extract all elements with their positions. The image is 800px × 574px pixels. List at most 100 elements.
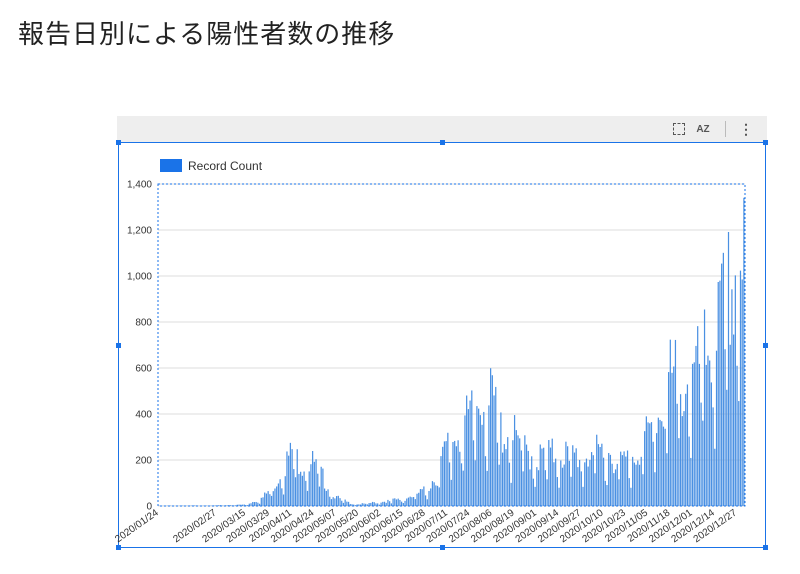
bar [642, 474, 644, 506]
bar [313, 461, 315, 506]
bar [402, 503, 404, 506]
bar [399, 499, 401, 506]
bar [486, 470, 488, 506]
bar [606, 485, 608, 506]
bar [549, 447, 552, 506]
bar [378, 504, 380, 506]
bar [454, 440, 456, 506]
bar [650, 422, 653, 506]
bar [368, 503, 370, 506]
bar [483, 411, 485, 506]
bar [690, 457, 692, 506]
bar [512, 440, 514, 506]
bar [416, 493, 418, 506]
bar [294, 477, 297, 506]
bar [288, 455, 290, 506]
bar [217, 505, 220, 506]
bar [722, 252, 724, 506]
bar [702, 420, 704, 506]
bar [252, 501, 254, 506]
bar [375, 503, 377, 506]
bar [394, 498, 396, 506]
bar [649, 423, 651, 506]
bar [318, 486, 321, 506]
resize-handle-bm[interactable] [440, 545, 445, 550]
resize-handle-bl[interactable] [116, 545, 121, 550]
bar [332, 497, 334, 506]
resize-handle-ml[interactable] [116, 343, 121, 348]
bar [681, 416, 683, 506]
bar [320, 466, 322, 506]
more-vert-icon[interactable]: ⋮ [739, 120, 753, 137]
bar [674, 339, 677, 506]
y-axis: 0 200 400 600 800 1,000 1,200 1,400 [127, 180, 152, 513]
bar [455, 446, 458, 506]
bar [529, 469, 531, 506]
bar [365, 503, 367, 506]
bar [525, 444, 528, 506]
bar [406, 498, 408, 506]
bar [306, 490, 309, 506]
bar [582, 486, 584, 506]
bar [592, 455, 594, 506]
bar [524, 435, 526, 506]
bar [580, 471, 582, 506]
bar [310, 464, 312, 506]
select-area-icon[interactable] [673, 123, 685, 135]
bar [666, 453, 668, 506]
bar [440, 456, 442, 506]
bar [611, 463, 613, 506]
bar [679, 394, 682, 506]
bar [361, 503, 363, 506]
resize-handle-br[interactable] [763, 545, 768, 550]
bar [490, 368, 492, 506]
bar [255, 501, 257, 506]
bar [443, 441, 446, 506]
resize-handle-mr[interactable] [763, 343, 768, 348]
bar [472, 440, 475, 506]
bar [363, 503, 365, 506]
bar [277, 483, 280, 506]
bar [685, 393, 687, 506]
bar [616, 463, 618, 506]
bar [731, 289, 733, 506]
bar [544, 470, 546, 506]
bar [371, 501, 374, 506]
resize-handle-tm[interactable] [440, 140, 445, 145]
bar [709, 360, 711, 506]
bar [423, 486, 425, 506]
bar [301, 475, 303, 506]
bar [618, 479, 620, 506]
bar [339, 498, 341, 506]
bar [418, 492, 420, 506]
resize-handle-tr[interactable] [763, 140, 768, 145]
bar [466, 395, 468, 506]
bar [488, 405, 490, 506]
bar [695, 345, 697, 506]
bar [527, 450, 529, 506]
chart-toolbar: AZ ⋮ [117, 116, 767, 142]
bar [537, 470, 540, 506]
bar [356, 504, 358, 506]
bar [246, 505, 249, 506]
bar [347, 501, 350, 506]
bar [330, 499, 333, 506]
bar [390, 503, 392, 506]
sort-az-icon[interactable]: AZ [696, 123, 710, 135]
bar [645, 416, 647, 506]
y-tick-label: 400 [135, 410, 152, 421]
bar [303, 471, 305, 506]
bar [327, 489, 329, 506]
bar [621, 455, 624, 506]
bar [279, 479, 281, 506]
bar [359, 504, 362, 506]
bar [739, 270, 742, 506]
bar [741, 279, 743, 506]
bar [460, 463, 463, 506]
bar [484, 456, 487, 506]
bar [705, 364, 707, 506]
bar [397, 498, 399, 506]
resize-handle-tl[interactable] [116, 140, 121, 145]
bar [325, 490, 327, 506]
